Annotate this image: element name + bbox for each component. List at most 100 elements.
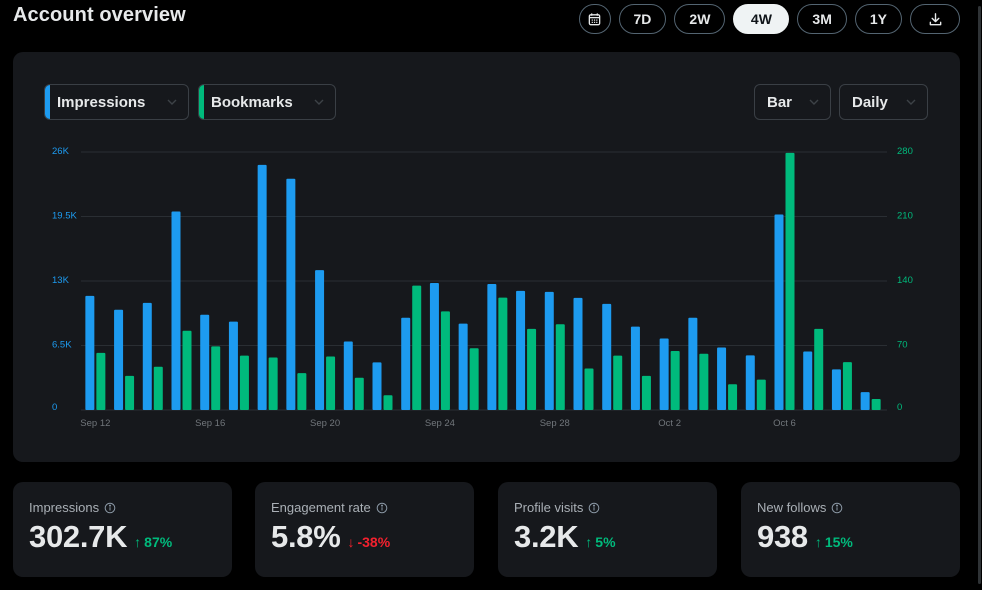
impressions-bar: [114, 309, 124, 410]
info-icon[interactable]: [831, 502, 843, 514]
stat-value: 5.8%: [271, 519, 341, 554]
stat-delta-value: 87%: [144, 534, 173, 550]
x-axis-tick-label: Sep 28: [540, 418, 570, 429]
interval-dropdown[interactable]: Daily: [839, 84, 928, 120]
stat-label: New follows: [757, 500, 827, 515]
bookmarks-bar: [584, 368, 594, 410]
metric1-dropdown[interactable]: Impressions: [44, 84, 189, 120]
page-title: Account overview: [13, 4, 186, 26]
y-axis-right-tick-label: 280: [897, 146, 913, 157]
bookmarks-bar: [326, 356, 336, 410]
impressions-bar: [85, 295, 95, 410]
impressions-bar: [372, 362, 382, 410]
impressions-bar: [573, 297, 583, 410]
impressions-bar: [487, 283, 497, 410]
stat-delta-value: -38%: [357, 534, 391, 550]
arrow-up-icon: ↑: [134, 534, 142, 550]
stat-value: 938: [757, 519, 808, 554]
bookmarks-bar: [297, 373, 307, 410]
bookmarks-bar: [785, 152, 795, 410]
range-1y-button[interactable]: 1Y: [854, 4, 902, 34]
bookmarks-bar: [555, 324, 565, 410]
stat-delta: ↓ -38%: [347, 534, 390, 550]
stat-value: 302.7K: [29, 519, 128, 554]
bookmarks-bar: [211, 346, 221, 410]
impressions-bar: [200, 314, 210, 410]
stat-label: Profile visits: [514, 500, 584, 515]
chevron-down-icon: [166, 96, 178, 108]
y-axis-left-tick-label: 13K: [52, 275, 70, 286]
metric1-label: Impressions: [57, 93, 146, 111]
download-button[interactable]: [910, 4, 960, 34]
impressions-bar: [860, 392, 870, 410]
download-icon: [928, 12, 943, 27]
arrow-down-icon: ↓: [347, 534, 355, 550]
chart-type-label: Bar: [767, 93, 793, 111]
impressions-bar: [659, 338, 669, 410]
bookmarks-bar: [699, 353, 709, 410]
range-7d-button[interactable]: 7D: [618, 4, 667, 34]
stat-delta-value: 5%: [595, 534, 616, 550]
impressions-bar: [171, 211, 181, 410]
impressions-bar: [602, 303, 612, 410]
info-icon[interactable]: [376, 502, 388, 514]
metric2-label: Bookmarks: [211, 93, 293, 111]
stat-delta: ↑ 87%: [134, 534, 172, 550]
impressions-bar: [831, 369, 841, 410]
metric2-color-marker: [199, 85, 204, 119]
chevron-down-icon: [313, 96, 325, 108]
bookmarks-bar: [613, 355, 623, 410]
bookmarks-bar: [440, 311, 450, 410]
impressions-bar: [688, 317, 698, 410]
impressions-bar: [257, 164, 267, 410]
calendar-button[interactable]: [578, 4, 611, 34]
stat-delta-value: 15%: [824, 534, 853, 550]
calendar-icon: [587, 12, 602, 27]
x-axis-tick-label: Oct 2: [658, 418, 681, 429]
bookmarks-bar: [527, 328, 537, 410]
bookmarks-bar: [125, 375, 135, 410]
scrollbar-thumb[interactable]: [978, 6, 981, 584]
date-range-selector: 7D 2W 4W 3M 1Y: [578, 4, 960, 34]
bookmarks-bar: [182, 330, 192, 410]
impressions-bar: [745, 355, 755, 410]
bookmarks-bar: [469, 348, 479, 410]
arrow-up-icon: ↑: [585, 534, 593, 550]
x-axis-tick-label: Sep 16: [195, 418, 225, 429]
stat-card-engagement-rate[interactable]: Engagement rate 5.8% ↓ -38%: [255, 482, 474, 577]
bookmarks-bar: [756, 379, 766, 410]
page-scrollbar[interactable]: [976, 0, 982, 590]
metric2-dropdown[interactable]: Bookmarks: [198, 84, 336, 120]
stat-card-impressions[interactable]: Impressions 302.7K ↑ 87%: [13, 482, 232, 577]
bookmarks-bar: [96, 352, 106, 410]
stat-label: Impressions: [29, 500, 100, 515]
bookmarks-bar: [239, 355, 249, 410]
info-icon[interactable]: [104, 502, 116, 514]
bookmarks-bar: [354, 377, 364, 410]
bookmarks-bar: [670, 351, 680, 410]
bookmarks-bar: [268, 357, 278, 410]
metric1-color-marker: [45, 85, 50, 119]
y-axis-right-tick-label: 140: [897, 275, 913, 286]
bookmarks-bar: [728, 384, 738, 410]
x-axis-tick-label: Sep 20: [310, 418, 340, 429]
bookmarks-bar: [871, 398, 881, 410]
chart-type-dropdown[interactable]: Bar: [754, 84, 831, 120]
y-axis-left-tick-label: 6.5K: [52, 340, 72, 351]
chevron-down-icon: [905, 96, 917, 108]
range-4w-button[interactable]: 4W: [733, 4, 790, 34]
info-icon[interactable]: [588, 502, 600, 514]
bookmarks-bar: [153, 366, 163, 410]
range-2w-button[interactable]: 2W: [674, 4, 726, 34]
stat-card-new-follows[interactable]: New follows 938 ↑ 15%: [741, 482, 960, 577]
range-3m-button[interactable]: 3M: [797, 4, 847, 34]
bookmarks-bar: [641, 375, 651, 410]
x-axis-tick-label: Oct 6: [773, 418, 796, 429]
stat-card-profile-visits[interactable]: Profile visits 3.2K ↑ 5%: [498, 482, 717, 577]
impressions-bar: [717, 347, 727, 410]
impressions-bar: [315, 270, 325, 410]
stat-delta: ↑ 5%: [585, 534, 615, 550]
impressions-bar: [228, 321, 238, 410]
bookmarks-bar: [498, 297, 508, 410]
y-axis-left-tick-label: 0: [52, 402, 57, 413]
